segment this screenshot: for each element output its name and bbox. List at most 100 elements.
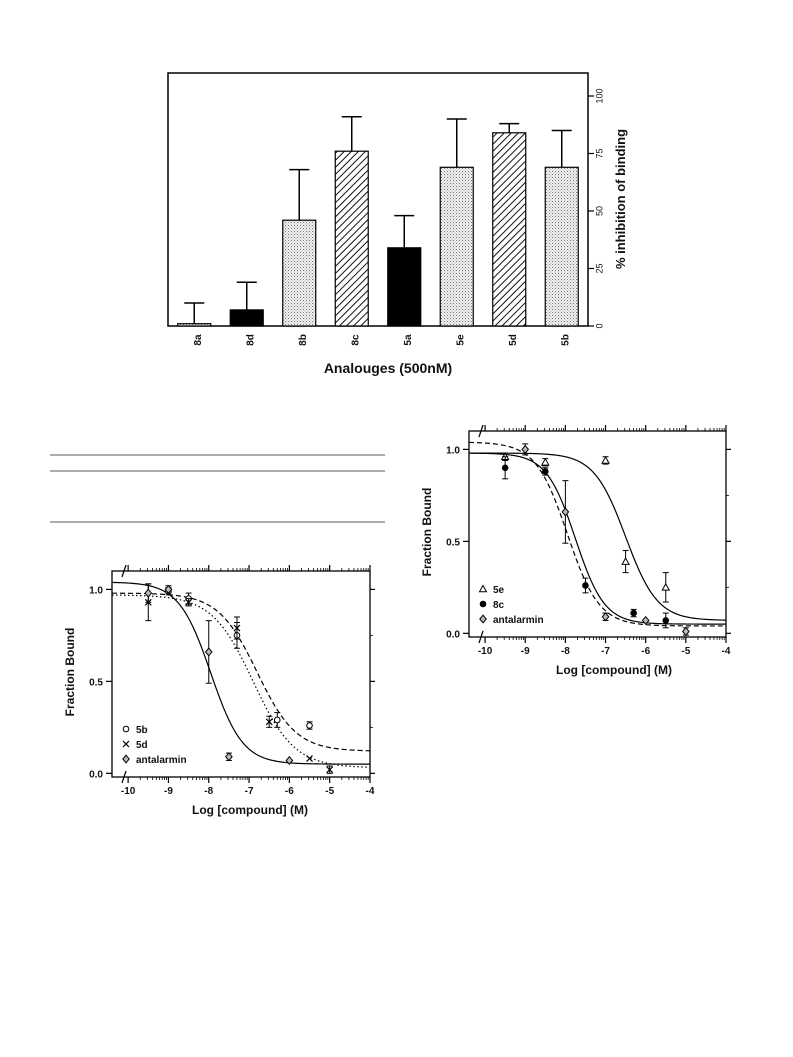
right-point-5e [540,457,550,466]
bar-chart-xlabel: Analouges (500nM) [324,360,452,376]
right-legend-marker-antalarmin [479,614,487,624]
right-point-8c [630,609,637,617]
bar-5b [544,166,579,327]
left-y-tick-label: 0.0 [89,769,103,780]
right-point-8c [662,617,670,624]
right-axis-break [478,630,484,644]
right-fit-curve-8c [468,452,726,625]
right-x-tick-label--8: -8 [561,646,570,657]
bar-5d [492,132,527,327]
right-legend-label-5e: 5e [493,585,505,596]
right-x-tick-label--4: -4 [722,646,731,657]
category-label-8d: 8d [245,334,256,346]
category-label-5a: 5a [403,334,414,346]
left-x-tick-label--7: -7 [245,786,254,797]
left-legend-label-5d: 5d [136,740,148,751]
category-label-8c: 8c [350,334,361,346]
right-y-tick-label: 0.0 [446,629,460,640]
left-x-tick-label--9: -9 [164,786,173,797]
right-y-tick-label: 0.5 [446,537,460,548]
left-point-5d [233,624,241,632]
left-point-antalarmin [144,588,153,598]
left-point-antalarmin [285,755,294,766]
left-fit-curve-5b [111,592,371,752]
bar-8a [177,323,212,327]
right-legend-marker-5e [478,584,488,593]
left-x-tick-label--4: -4 [366,786,375,797]
left-point-antalarmin [164,584,173,594]
left-y-tick-label: 1.0 [89,585,103,596]
left-x-tick-label--6: -6 [285,786,294,797]
bar-8c [334,150,369,327]
right-point-antalarmin [561,507,570,517]
bar-5e [439,166,474,327]
right-point-antalarmin [521,444,530,454]
left-legend-label-5b: 5b [136,725,148,736]
left-x-tick-label--5: -5 [325,786,334,797]
right-x-tick-label--7: -7 [601,646,610,657]
left-legend-marker-5b [122,725,130,733]
bar-chart-ylabel: % inhibition of binding [613,129,628,269]
left-plot-frame [111,570,371,778]
y-tick-label-100: 100 [594,88,604,103]
right-plot-frame [468,430,727,638]
bar-chart-frame [167,72,589,327]
right-legend-label-antalarmin: antalarmin [493,615,544,626]
bar-8d [229,309,264,327]
right-x-tick-label--6: -6 [641,646,650,657]
right-point-antalarmin [601,612,610,622]
left-axis-break [121,770,127,784]
right-point-5e [661,582,671,591]
left-point-5b [306,722,313,729]
category-label-8a: 8a [193,334,204,346]
left-point-5d [265,718,273,726]
left-legend-label-antalarmin: antalarmin [136,755,187,766]
right-point-antalarmin [641,615,650,626]
dose-response-chart-left: Fraction Bound Log [compound] (M) -10 -9 -… [63,564,375,817]
right-point-5e [621,557,630,565]
left-point-antalarmin [204,647,213,657]
left-point-antalarmin [225,752,233,762]
left-point-5d [326,766,334,774]
y-tick-label-75: 75 [594,148,604,158]
dose-response-chart-right: Fraction Bound Log [compound] (M) -10 -9 -… [420,424,731,677]
left-chart-xlabel: Log [compound] (M) [192,803,308,817]
left-axis-break-top [121,564,127,578]
right-fit-curve-antalarmin [468,441,726,627]
left-point-5b [273,716,281,724]
right-chart-ylabel: Fraction Bound [420,488,434,577]
right-y-tick-label: 1.0 [446,445,460,456]
category-label-5b: 5b [560,334,571,346]
table-rules [50,454,385,523]
right-point-5e [601,455,610,464]
left-y-tick-label: 0.5 [89,677,103,688]
bar-chart: 8a 8d 8b 8c 5a 5e 5d 5b 0 25 50 75 100 % inhibition… [167,72,628,376]
left-x-tick-label--10: -10 [121,786,136,797]
category-label-5e: 5e [455,334,466,346]
right-legend-marker-8c [479,600,487,608]
right-x-tick-label--5: -5 [681,646,690,657]
right-fit-curve-5e [469,452,727,621]
right-x-tick-label--10: -10 [478,646,493,657]
left-legend-marker-5d [122,740,130,748]
y-tick-label-50: 50 [594,206,604,216]
category-label-8b: 8b [298,334,309,346]
bar-8b [282,219,317,327]
right-point-8c [501,464,509,472]
bar-5a [387,247,422,327]
left-point-5d [306,755,313,763]
left-fit-curve-antalarmin [111,581,370,765]
left-legend-marker-antalarmin [122,754,130,764]
right-point-8c [541,468,549,475]
right-legend-label-8c: 8c [493,600,505,611]
y-tick-label-25: 25 [594,263,604,273]
left-x-tick-label--8: -8 [204,786,213,797]
right-point-antalarmin [681,626,690,637]
y-tick-label-0: 0 [594,323,604,328]
right-chart-xlabel: Log [compound] (M) [556,663,672,677]
left-chart-ylabel: Fraction Bound [63,628,77,717]
right-point-8c [582,582,589,589]
left-fit-curve-5d [111,594,371,768]
left-point-5d [185,598,193,606]
